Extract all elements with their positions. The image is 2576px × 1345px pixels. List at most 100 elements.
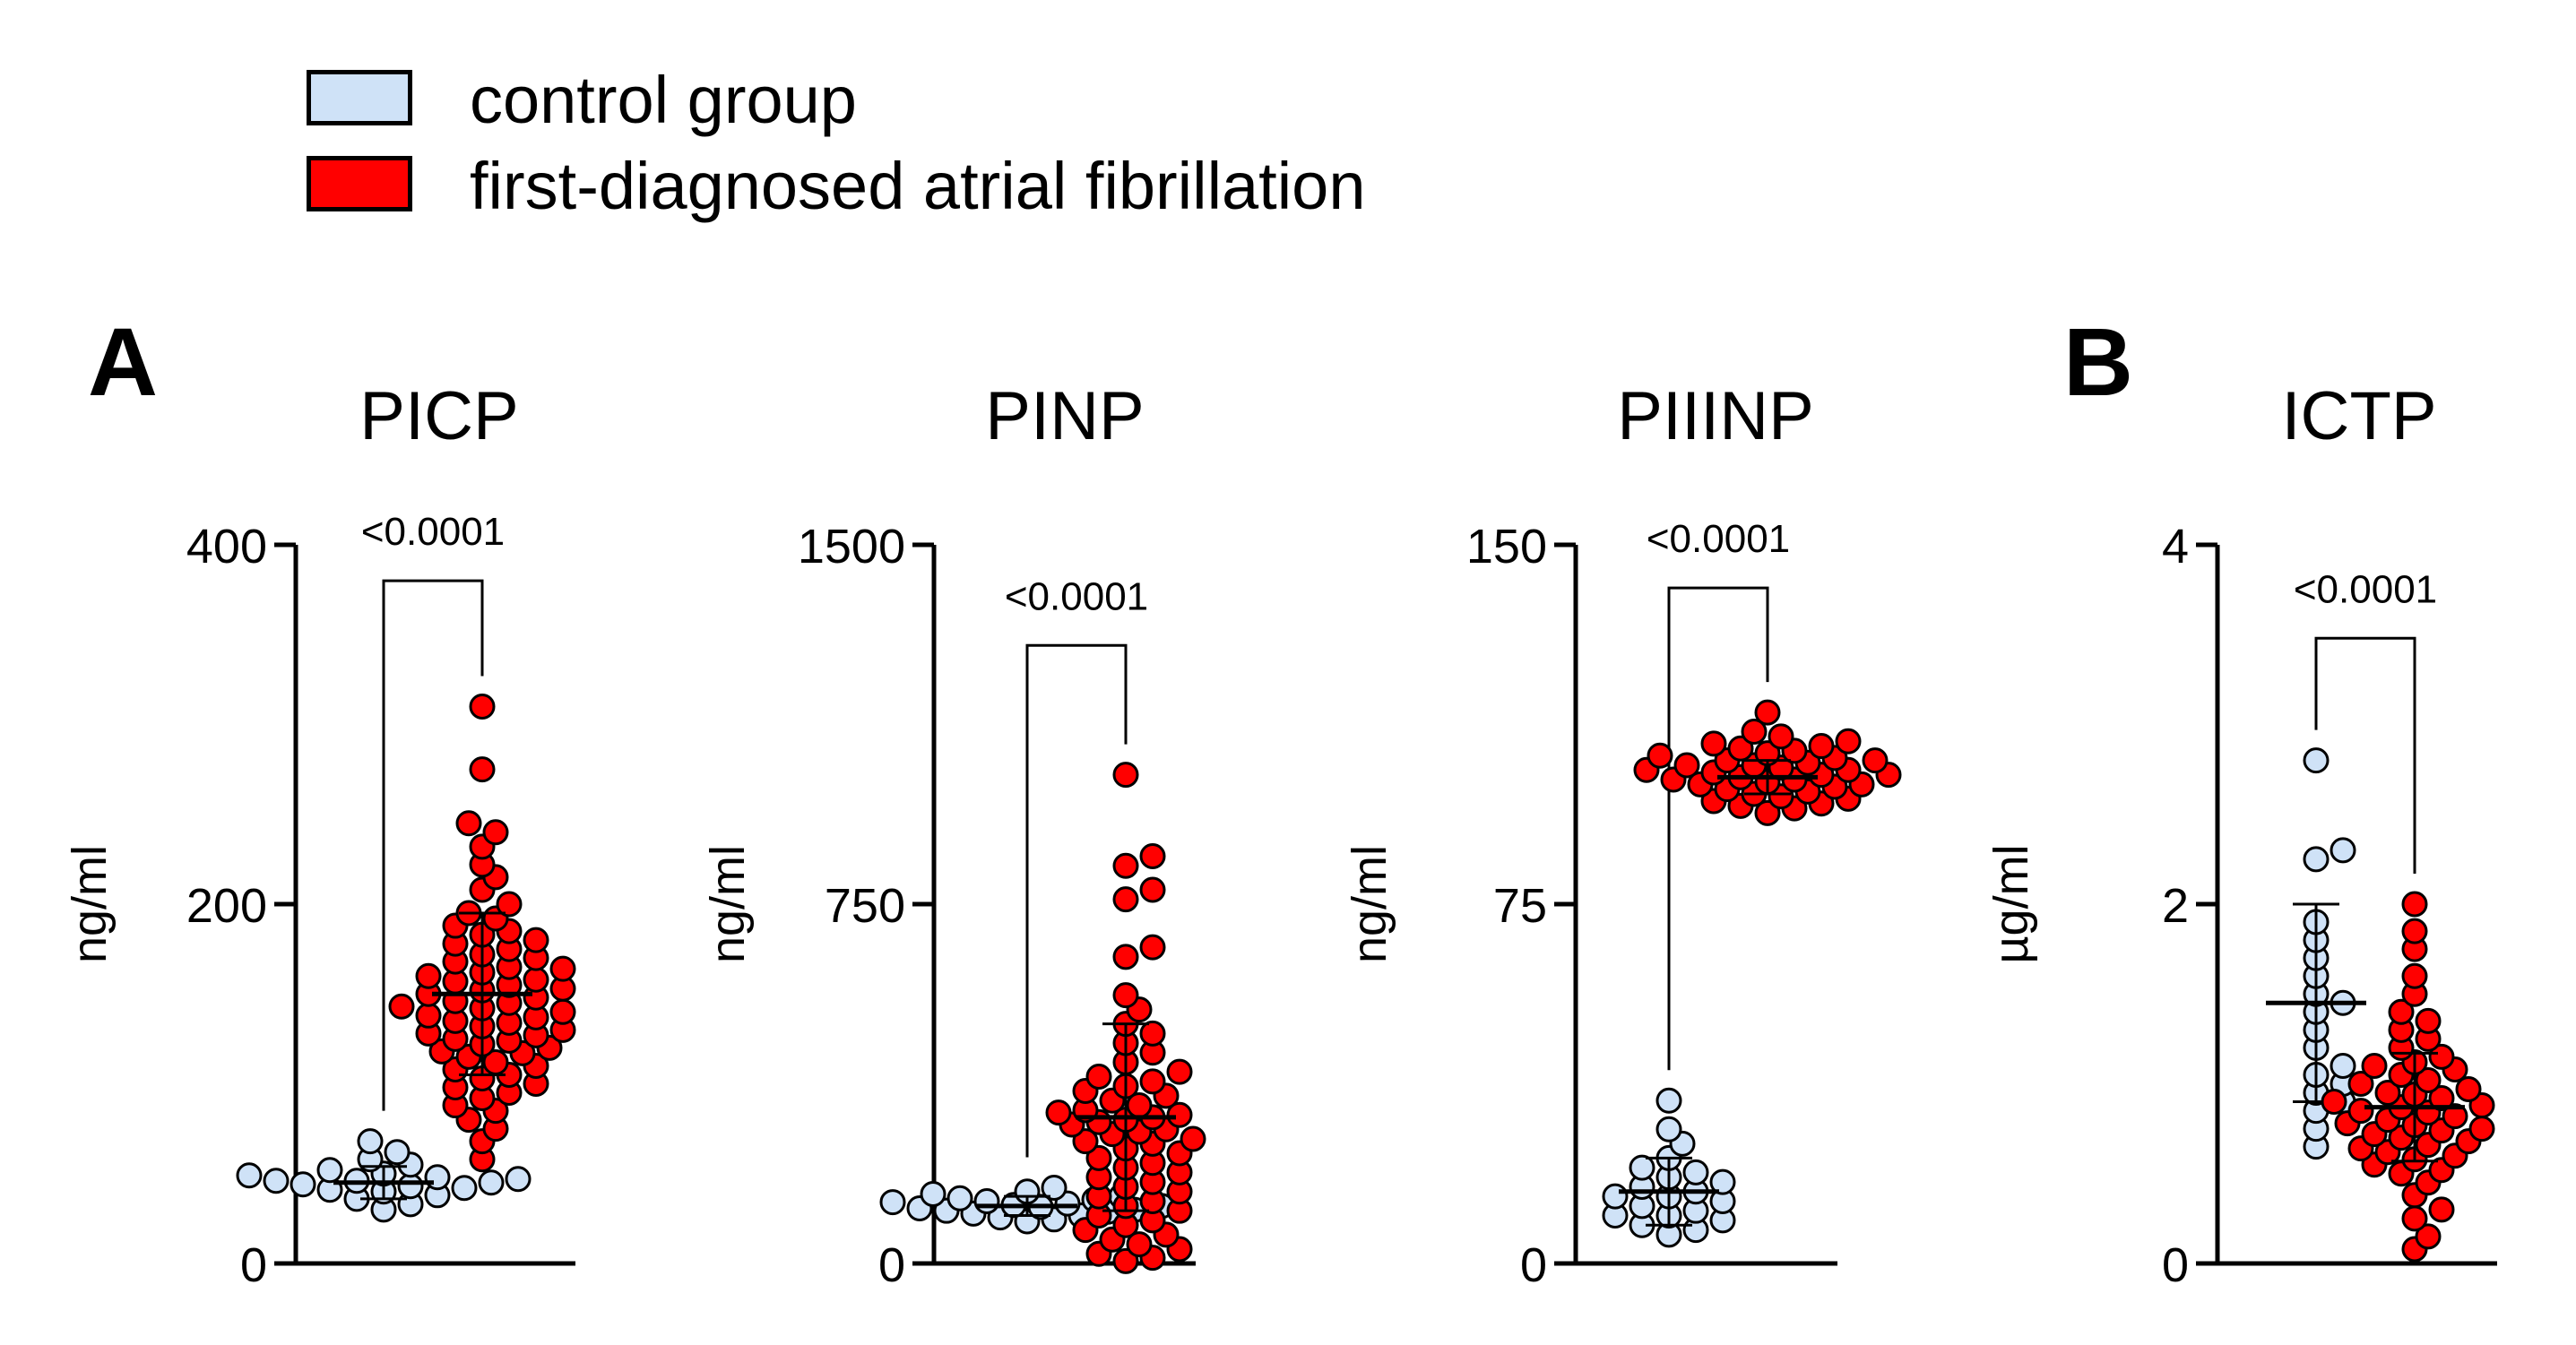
data-point-af [1166, 1058, 1193, 1085]
data-point-af [2415, 1223, 2442, 1250]
significance-bracket [1025, 643, 1128, 1158]
chart-pinp: PINP ng/ml 0 750 1500 <0.0001 [701, 378, 1206, 1292]
data-point-af [1180, 1125, 1206, 1152]
data-point-af [1112, 1247, 1139, 1274]
data-point-af [1139, 876, 1166, 903]
data-point-af [2428, 1085, 2455, 1112]
data-point-af [496, 891, 523, 918]
data-point-af [2428, 1196, 2455, 1223]
data-point-af [523, 927, 549, 953]
data-point-af [1647, 742, 1673, 769]
data-point-control [384, 1139, 411, 1166]
data-point-af [2374, 1080, 2401, 1107]
y-tick-label: 0 [878, 1238, 905, 1292]
panel-letter-a: A [88, 307, 158, 416]
panel-letter-b: B [2063, 307, 2133, 416]
y-tick-label: 750 [825, 879, 905, 933]
significance-bracket [2314, 636, 2416, 874]
data-point-af [455, 810, 482, 837]
data-point-af [482, 819, 509, 846]
data-point-control [424, 1164, 451, 1191]
y-tick-label: 1500 [798, 520, 905, 573]
data-point-af [2388, 998, 2415, 1025]
chart-title: PICP [359, 378, 518, 454]
data-point-control [2330, 837, 2356, 864]
data-point-af [1112, 944, 1139, 970]
chart-piiinp: PIIINP ng/ml 0 75 150 <0.0001 [1343, 378, 1902, 1292]
data-point-af [2347, 1071, 2374, 1097]
data-point-af [1139, 1020, 1166, 1047]
data-point-af [2401, 918, 2428, 944]
y-tick-label: 200 [186, 879, 267, 933]
data-point-af [1112, 762, 1139, 789]
data-point-control [1602, 1183, 1629, 1210]
data-point-af [1862, 747, 1889, 774]
significance-bracket [1667, 586, 1769, 1071]
data-point-af [2401, 962, 2428, 989]
data-point-af [1727, 735, 1754, 762]
data-point-control [2303, 747, 2330, 774]
data-point-af [1700, 730, 1727, 757]
legend-swatch-control [307, 70, 412, 125]
y-axis-label: ng/ml [63, 845, 117, 963]
y-axis-label: ng/ml [1343, 845, 1396, 963]
data-point-af [2347, 1098, 2374, 1125]
y-tick-label: 2 [2162, 879, 2189, 933]
data-point-control [357, 1128, 384, 1155]
legend-label-control: control group [470, 63, 857, 137]
data-point-control [947, 1185, 973, 1211]
data-point-control [973, 1187, 1000, 1214]
data-point-af [2401, 891, 2428, 918]
data-point-af [2428, 1043, 2455, 1070]
data-point-af [2455, 1076, 2482, 1103]
y-axis-label: ng/ml [701, 845, 755, 963]
chart-title: PIIINP [1617, 378, 1814, 454]
data-point-af [1768, 723, 1794, 750]
data-point-control [236, 1162, 263, 1189]
p-value-label: <0.0001 [1647, 517, 1790, 561]
p-value-label: <0.0001 [1005, 574, 1148, 618]
data-point-control [879, 1189, 906, 1216]
data-point-af [1112, 852, 1139, 879]
legend-swatch-af [307, 156, 412, 211]
data-point-af [1072, 1128, 1099, 1155]
data-point-af [1085, 1063, 1112, 1090]
data-point-af [1139, 843, 1166, 870]
chart-title: PINP [985, 378, 1144, 454]
chart-ictp: ICTP µg/ml 0 2 4 <0.0001 [1984, 378, 2497, 1292]
data-point-control [920, 1180, 947, 1207]
data-point-control [505, 1166, 532, 1193]
p-value-label: <0.0001 [361, 510, 505, 554]
af-group-points [2321, 891, 2495, 1263]
data-point-af [2442, 1103, 2468, 1130]
y-tick-label: 400 [186, 520, 267, 573]
data-point-control [1655, 1116, 1682, 1142]
data-point-af [1835, 728, 1862, 754]
data-point-af [1085, 1144, 1112, 1171]
data-point-af [523, 966, 549, 993]
data-point-af [1045, 1099, 1072, 1126]
data-point-af [2468, 1116, 2495, 1142]
data-point-af [415, 962, 442, 989]
data-point-af [1166, 1101, 1193, 1128]
data-point-control [1041, 1175, 1068, 1202]
data-point-af [2415, 1066, 2442, 1093]
data-point-control [263, 1168, 290, 1194]
legend-label-af: first-diagnosed atrial fibrillation [470, 149, 1366, 223]
chart-picp: PICP ng/ml 0 200 400 <0.0001 [63, 378, 576, 1292]
data-point-af [1112, 982, 1139, 1009]
af-group-points [1633, 699, 1902, 826]
data-point-control [478, 1169, 505, 1196]
data-point-af [2321, 1089, 2347, 1116]
data-point-af [2361, 1052, 2388, 1079]
y-axis-label: µg/ml [1984, 844, 2038, 963]
p-value-label: <0.0001 [2294, 567, 2437, 611]
chart-title: ICTP [2281, 378, 2436, 454]
data-point-af [549, 955, 576, 982]
significance-bracket [382, 579, 484, 1111]
data-point-control [2330, 1052, 2356, 1079]
data-point-control [451, 1175, 478, 1202]
data-point-af [1673, 752, 1700, 779]
data-point-af [549, 998, 576, 1025]
